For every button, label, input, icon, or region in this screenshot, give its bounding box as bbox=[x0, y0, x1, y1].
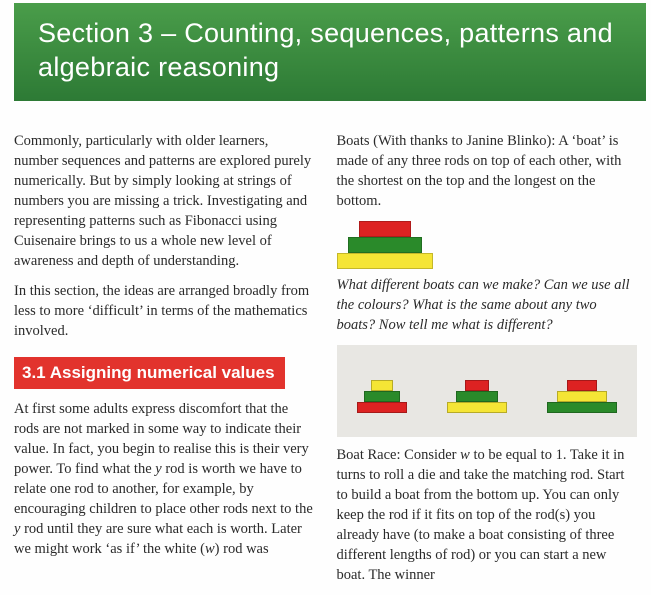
subheading-3-1: 3.1 Assigning numerical values bbox=[14, 357, 285, 389]
var-w: w bbox=[205, 541, 215, 557]
mini-rod-mid bbox=[456, 391, 498, 402]
mini-boat-3 bbox=[547, 380, 617, 413]
race-part-b: to be equal to 1. Take it in turns to ro… bbox=[337, 447, 625, 583]
boat-diagram bbox=[337, 221, 638, 269]
mini-rod-bot bbox=[447, 402, 507, 413]
mini-rod-mid bbox=[557, 391, 607, 402]
mini-boat-2 bbox=[447, 380, 507, 413]
mini-boat-1 bbox=[357, 380, 407, 413]
race-part-a: Boat Race: Consider bbox=[337, 447, 461, 463]
mini-rod-mid bbox=[364, 391, 400, 402]
intro-para-1: Commonly, particularly with older learne… bbox=[14, 131, 315, 271]
mini-rod-bot bbox=[357, 402, 407, 413]
section-header: Section 3 – Counting, sequences, pattern… bbox=[14, 3, 646, 101]
boats-questions: What different boats can we make? Can we… bbox=[337, 275, 638, 335]
mini-rod-top bbox=[567, 380, 597, 391]
rod-red bbox=[359, 221, 411, 237]
rod-green bbox=[348, 237, 422, 253]
mini-rod-bot bbox=[547, 402, 617, 413]
para-3-1: At first some adults express discomfort … bbox=[14, 399, 315, 559]
left-column: Commonly, particularly with older learne… bbox=[14, 131, 315, 595]
right-column: Boats (With thanks to Janine Blinko): A … bbox=[337, 131, 638, 595]
var-w-race: w bbox=[460, 447, 470, 463]
mini-rod-top bbox=[465, 380, 489, 391]
intro-para-2: In this section, the ideas are arranged … bbox=[14, 281, 315, 341]
section-title: Section 3 – Counting, sequences, pattern… bbox=[38, 18, 613, 82]
boat-race-photo bbox=[337, 345, 638, 437]
p3-part-d: ) rod was bbox=[215, 541, 269, 557]
boat-race-para: Boat Race: Consider w to be equal to 1. … bbox=[337, 445, 638, 585]
content-columns: Commonly, particularly with older learne… bbox=[0, 101, 651, 595]
mini-rod-top bbox=[371, 380, 393, 391]
boats-intro: Boats (With thanks to Janine Blinko): A … bbox=[337, 131, 638, 211]
rod-yellow bbox=[337, 253, 433, 269]
